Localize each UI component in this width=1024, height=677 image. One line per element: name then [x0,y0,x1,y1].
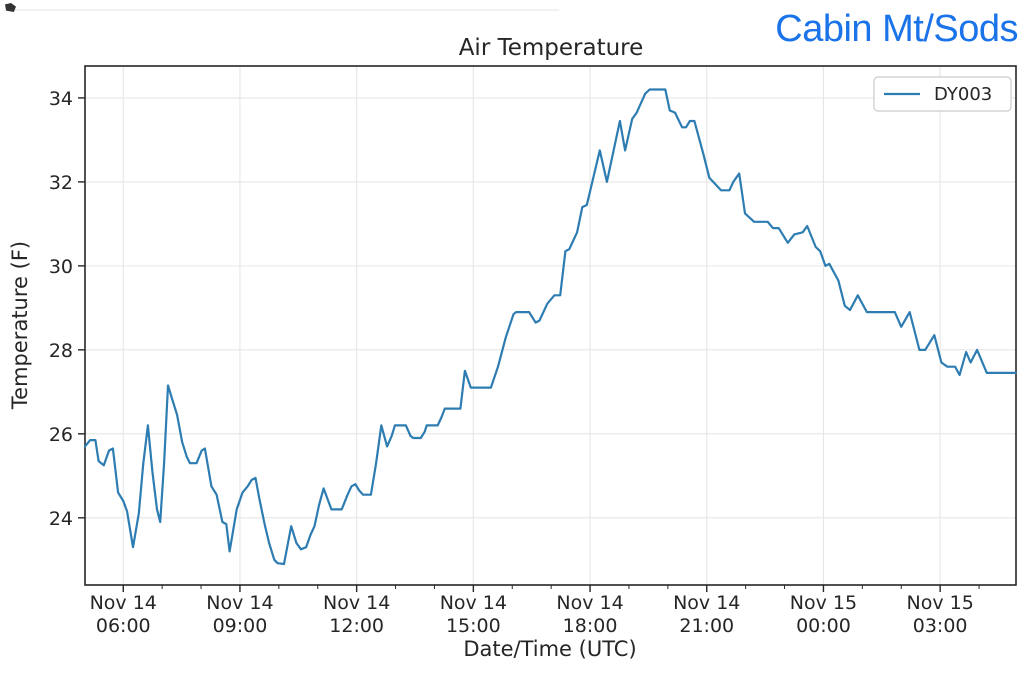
x-tick-label: 06:00 [96,615,151,637]
x-tick-label: Nov 15 [906,592,973,614]
legend-label: DY003 [934,84,992,105]
x-tick-label: Nov 14 [206,592,273,614]
x-tick-label: 18:00 [563,615,618,637]
y-tick-label: 34 [49,88,73,110]
y-tick-label: 26 [49,424,73,446]
plot-border [84,65,1017,586]
x-tick-label: 21:00 [679,615,734,637]
x-axis-label: Date/Time (UTC) [463,637,636,661]
top-divider-line [14,9,559,11]
y-axis-label: Temperature (F) [8,241,32,410]
x-tick-label: 03:00 [913,615,968,637]
legend: DY003 [873,76,1012,112]
x-tick-label: Nov 15 [790,592,857,614]
top-left-artifact [5,3,16,12]
x-tick-label: Nov 14 [556,592,623,614]
x-tick-label: 00:00 [796,615,851,637]
chart-title: Air Temperature [459,35,644,61]
legend-box [873,76,1012,112]
x-tick-label: Nov 14 [673,592,740,614]
x-tick-label: Nov 14 [90,592,157,614]
y-tick-label: 28 [49,340,73,362]
x-tick-label: 15:00 [446,615,501,637]
gridlines [85,66,1016,585]
x-tick-label: Nov 14 [440,592,507,614]
series-line-dy003 [83,88,1018,566]
y-tick-label: 24 [49,508,73,530]
station-name-header: Cabin Mt/Sods [775,8,1018,50]
x-tick-label: 09:00 [213,615,268,637]
x-tick-label: 12:00 [329,615,384,637]
y-tick-label: 32 [49,172,73,194]
x-tick-label: Nov 14 [323,592,390,614]
y-tick-label: 30 [49,256,73,278]
